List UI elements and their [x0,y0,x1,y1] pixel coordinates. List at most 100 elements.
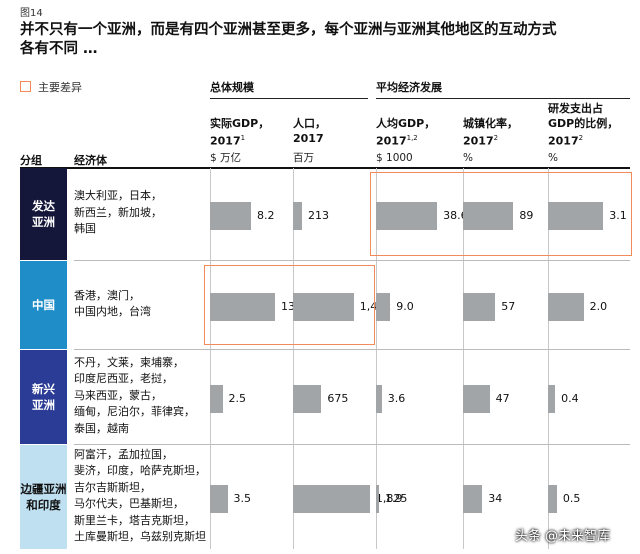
row-divider-0 [74,260,630,261]
watermark: 头条 @未来智库 [514,529,610,544]
data-label-3-4: 0.5 [562,492,581,505]
economy-line-1: 斐济，印度，哈萨克斯坦， [74,464,206,477]
data-label-3-0: 3.5 [233,492,252,505]
section-title-overall-scale: 总体规模 [210,81,254,94]
column-unit-1: 百万 [293,152,314,164]
section-rule-overall-scale [210,98,368,99]
column-header-line: 城镇化率， [463,117,518,130]
section-rule-economic-development [376,98,630,99]
column-footnote-ref: 1,2 [406,134,418,142]
bar-0-0 [210,202,251,230]
data-label-2-0: 2.5 [228,392,247,405]
group-label-3: 边疆亚洲 和印度 [20,445,67,549]
data-label-3-1: 1,825 [375,492,408,505]
column-header-3: 城镇化率， 20172 [463,116,518,149]
economy-line-0: 香港，澳门， [74,288,140,302]
bar-2-4 [548,385,556,413]
group-label-line-0: 新兴 [32,382,55,396]
bar-3-2 [376,485,379,513]
economies-list-3: 阿富汗，孟加拉国， 斐济，印度，哈萨克斯坦， 吉尔吉斯斯坦， 马尔代夫，巴基斯坦， 斯里… [74,447,206,546]
economy-line-2: 马来西亚，蒙古， [74,388,162,402]
data-label-0-0: 8.2 [257,209,275,222]
bar-1-4 [548,293,584,321]
highlight-box-0 [370,172,632,256]
header-group: 分组 [20,154,42,167]
column-header-line: 20172 [548,134,584,148]
column-unit-0: $ 万亿 [210,152,242,164]
economies-list-1: 香港，澳门， 中国内地，台湾 [74,288,206,321]
data-label-2-4: 0.4 [561,392,579,405]
data-label-1-2: 9.0 [396,300,414,313]
group-label-text: 新兴 亚洲 [32,381,55,413]
group-label-line-0: 中国 [32,298,55,312]
legend-highlight-swatch [20,81,31,92]
economy-line-0: 澳大利亚，日本， [74,189,162,203]
data-label-1-4: 2.0 [589,300,608,313]
group-label-text: 中国 [32,297,55,313]
column-header-line: 20172 [463,134,499,148]
economy-line-0: 不丹，文莱，柬埔寨， [74,355,184,369]
bar-0-4 [548,202,604,230]
bar-2-1 [293,385,322,413]
bar-3-4 [548,485,557,513]
group-label-line-1: 亚洲 [32,398,55,412]
bar-1-1 [293,293,354,321]
column-header-line: 人口， [293,117,326,130]
column-unit-3: % [463,152,473,164]
bar-2-3 [463,385,490,413]
column-header-line: 2017 [293,132,324,145]
row-divider-2 [74,444,630,445]
bar-1-0 [210,293,275,321]
row-divider-1 [74,349,630,350]
column-header-line: 实际GDP， [210,117,270,130]
column-header-0: 实际GDP， 20171 [210,116,269,149]
column-header-line: 20171,2 [376,134,418,148]
header-economies: 经济体 [74,154,107,167]
bar-1-2 [376,293,391,321]
data-label-2-2: 3.6 [387,392,406,405]
group-label-line-1: 亚洲 [32,215,55,229]
economy-line-5: 土库曼斯坦，乌兹别克斯坦 [74,530,206,543]
data-label-0-1: 213 [307,209,329,222]
bar-3-1 [293,485,370,513]
section-title-economic-development: 平均经济发展 [376,81,442,94]
data-label-3-2: 1.9 [385,492,403,505]
chart-title-line-1: 并不只有一个亚洲，而是有四个亚洲甚至更多，每个亚洲与亚洲其他地区的互动方式 [20,22,557,38]
data-label-2-1: 675 [327,392,349,405]
economy-line-1: 印度尼西亚，老挝， [74,372,173,386]
economy-line-4: 泰国，越南 [74,421,129,435]
column-header-4: 研发支出占 GDP的比例， 20172 [548,101,618,149]
group-label-0: 发达 亚洲 [20,168,67,260]
group-label-2: 新兴 亚洲 [20,350,67,444]
bar-3-0 [210,485,228,513]
group-label-line-1: 和印度 [26,498,61,512]
column-footnote-ref: 2 [578,134,584,142]
figure-label: 图14 [20,8,43,19]
group-label-line-0: 发达 [32,199,55,213]
economy-line-2: 韩国 [74,222,96,236]
group-label-1: 中国 [20,261,67,349]
column-header-line: GDP的比例， [548,117,619,130]
data-label-3-3: 34 [488,492,503,505]
bar-2-0 [210,385,223,413]
header-rule [20,167,630,169]
data-label-0-4: 3.1 [609,209,627,222]
bar-0-2 [376,202,438,230]
group-label-text: 发达 亚洲 [32,198,55,230]
column-header-line: 20171 [210,134,246,148]
data-label-2-3: 47 [495,392,510,405]
data-label-0-2: 38.6 [443,209,468,222]
data-label-1-3: 57 [501,300,516,313]
column-unit-2: $ 1000 [376,152,413,164]
economy-line-0: 阿富汗，孟加拉国， [74,447,173,461]
column-header-1: 人口， 2017 [293,116,326,146]
column-unit-4: % [548,152,558,164]
column-footnote-ref: 1 [240,134,246,142]
highlight-box-1 [204,265,375,345]
group-label-text: 边疆亚洲 和印度 [21,481,67,513]
bar-1-3 [463,293,496,321]
column-header-line: 人均GDP， [376,117,436,130]
chart-title-line-2: 各有不同 … [20,41,98,57]
column-header-line: 研发支出占 [548,102,603,115]
bar-0-1 [293,202,302,230]
